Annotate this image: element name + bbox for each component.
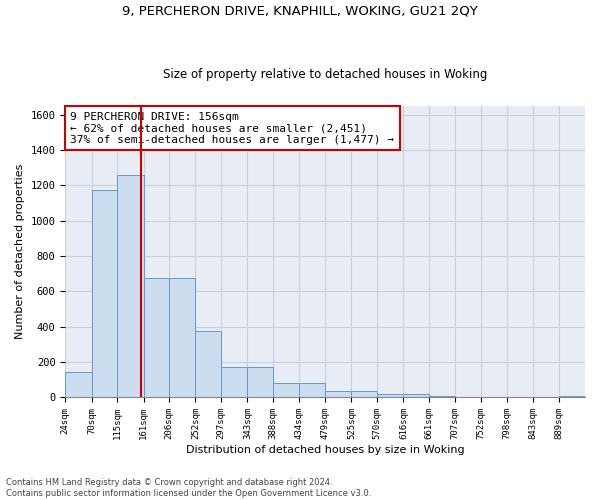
Bar bbox=[65, 372, 92, 398]
Bar bbox=[429, 396, 455, 398]
Bar bbox=[299, 384, 325, 398]
Text: Contains HM Land Registry data © Crown copyright and database right 2024.
Contai: Contains HM Land Registry data © Crown c… bbox=[6, 478, 371, 498]
Bar bbox=[221, 368, 247, 398]
Bar bbox=[92, 190, 117, 398]
Bar bbox=[143, 278, 169, 398]
Text: 9 PERCHERON DRIVE: 156sqm
← 62% of detached houses are smaller (2,451)
37% of se: 9 PERCHERON DRIVE: 156sqm ← 62% of detac… bbox=[70, 112, 394, 145]
Bar bbox=[273, 384, 299, 398]
Bar bbox=[559, 396, 585, 398]
Bar bbox=[117, 174, 143, 398]
Bar bbox=[196, 331, 221, 398]
Bar bbox=[377, 394, 403, 398]
Bar bbox=[352, 392, 377, 398]
Y-axis label: Number of detached properties: Number of detached properties bbox=[15, 164, 25, 340]
Text: 9, PERCHERON DRIVE, KNAPHILL, WOKING, GU21 2QY: 9, PERCHERON DRIVE, KNAPHILL, WOKING, GU… bbox=[122, 5, 478, 18]
Bar bbox=[169, 278, 196, 398]
X-axis label: Distribution of detached houses by size in Woking: Distribution of detached houses by size … bbox=[186, 445, 464, 455]
Bar bbox=[247, 368, 273, 398]
Bar bbox=[403, 394, 429, 398]
Bar bbox=[325, 392, 352, 398]
Title: Size of property relative to detached houses in Woking: Size of property relative to detached ho… bbox=[163, 68, 487, 81]
